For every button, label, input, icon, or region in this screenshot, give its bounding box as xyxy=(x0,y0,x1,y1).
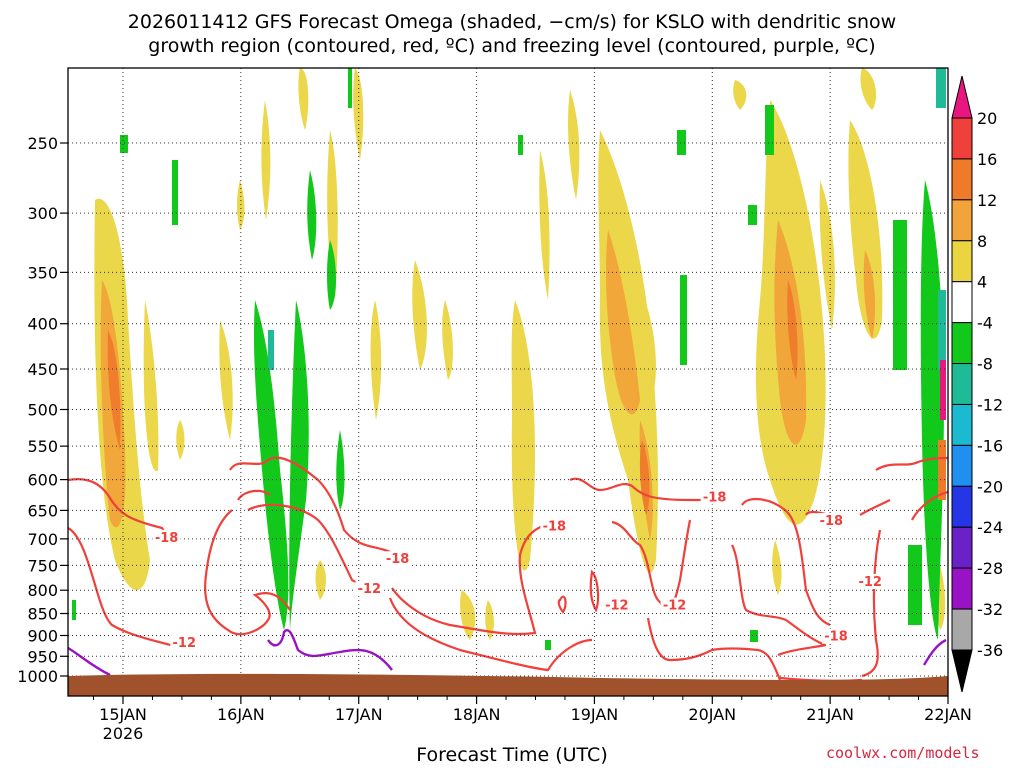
x-axis: 15JAN 16JAN 17JAN 18JAN 19JAN 20JAN 21JAN 22JAN… xyxy=(93,696,972,743)
colorbar-bottom-arrow xyxy=(951,649,973,693)
contour-label: -12 xyxy=(663,599,687,614)
colorbar-tick-label: -36 xyxy=(977,641,1003,660)
contour-label-bg xyxy=(822,628,851,644)
grid-lines xyxy=(68,68,948,696)
y-tick-label: 900 xyxy=(27,626,58,645)
contour-label: -18 xyxy=(386,552,410,567)
x-tick-label: 15JAN xyxy=(99,705,147,724)
x-tick-label: 19JAN xyxy=(571,705,619,724)
contour-label: -18 xyxy=(543,520,567,535)
y-tick-label: 300 xyxy=(27,204,58,223)
colorbar-swatch xyxy=(951,363,973,405)
contour-label-bg xyxy=(540,518,569,534)
colorbar-tick-label: -32 xyxy=(977,600,1003,619)
omega-shading xyxy=(68,68,948,682)
contour-label-bg xyxy=(817,513,846,529)
colorbar-tick-label: -4 xyxy=(977,314,993,333)
x-axis-title: Forecast Time (UTC) xyxy=(416,744,608,766)
contour-label-bg xyxy=(700,489,729,505)
colorbar-top-arrow xyxy=(951,75,973,119)
x-year-label: 2026 xyxy=(103,724,144,743)
x-tick-label: 16JAN xyxy=(217,705,265,724)
colorbar-tick-label: 20 xyxy=(977,109,997,128)
colorbar-tick-label: 16 xyxy=(977,150,997,169)
x-tick-label: 17JAN xyxy=(335,705,383,724)
colorbar-swatch xyxy=(951,117,973,160)
contour-label-bg xyxy=(383,551,412,567)
y-tick-label: 400 xyxy=(27,315,58,334)
colorbar-swatch xyxy=(951,444,973,487)
plot-frame xyxy=(67,67,949,697)
y-tick-label: 700 xyxy=(27,530,58,549)
contour-labels: -18 -12 -12 -18 -18 -12 -12 -18 -18 -12 -18 xyxy=(152,489,885,651)
chart-title-line-1: 2026011412 GFS Forecast Omega (shaded, −… xyxy=(127,11,897,33)
colorbar-tick-label: 12 xyxy=(977,191,997,210)
y-tick-label: 250 xyxy=(27,134,58,153)
contour-label: -12 xyxy=(605,599,629,614)
colorbar-tick-label: -20 xyxy=(977,477,1003,496)
contour-label: -18 xyxy=(703,490,727,505)
x-tick-label: 22JAN xyxy=(924,705,972,724)
contour-label: -18 xyxy=(824,630,848,645)
ground-fill xyxy=(68,673,948,696)
colorbar-swatch xyxy=(951,567,973,610)
colorbar-tick-label: -24 xyxy=(977,518,1003,537)
colorbar-swatch xyxy=(951,485,973,528)
y-tick-label: 500 xyxy=(27,401,58,420)
contour-label: -18 xyxy=(155,531,179,546)
colorbar-tick-label: 8 xyxy=(977,232,987,251)
colorbar-swatch xyxy=(951,526,973,569)
contour-label-bg xyxy=(660,597,689,613)
colorbar-swatch xyxy=(951,240,973,283)
colorbar-swatch xyxy=(951,281,973,324)
colorbar-swatch xyxy=(951,322,973,365)
y-tick-label: 950 xyxy=(27,647,58,666)
credit-text: coolwx.com/models xyxy=(826,744,980,762)
x-tick-label: 21JAN xyxy=(806,705,854,724)
x-tick-label: 18JAN xyxy=(453,705,501,724)
colorbar-swatch xyxy=(951,608,973,651)
x-tick-label: 20JAN xyxy=(688,705,736,724)
y-tick-label: 1000 xyxy=(17,667,58,686)
y-tick-label: 750 xyxy=(27,556,58,575)
contour-label-bg xyxy=(355,581,384,597)
y-tick-label: 600 xyxy=(27,471,58,490)
y-tick-label: 350 xyxy=(27,263,58,282)
contour-label: -12 xyxy=(173,636,197,651)
contour-label: -18 xyxy=(820,514,844,529)
y-tick-label: 650 xyxy=(27,501,58,520)
contour-label-bg xyxy=(856,573,885,589)
colorbar-tick-label: 4 xyxy=(977,273,987,292)
y-tick-label: 850 xyxy=(27,605,58,624)
colorbar-tick-label: -12 xyxy=(977,395,1003,414)
contour-label-bg xyxy=(152,529,181,545)
colorbar-tick-label: -16 xyxy=(977,436,1003,455)
contour-label: -12 xyxy=(858,575,882,590)
contour-label-bg xyxy=(602,597,631,613)
colorbar-swatch xyxy=(951,403,973,446)
colorbar-swatch xyxy=(951,199,973,242)
y-tick-label: 550 xyxy=(27,437,58,456)
y-tick-label: 450 xyxy=(27,360,58,379)
y-tick-label: 800 xyxy=(27,581,58,600)
y-axis: 250 300 350 400 450 500 550 600 650 700 750 800 850 9… xyxy=(17,134,68,686)
chart-title-line-2: growth region (contoured, red, ºC) and f… xyxy=(148,35,876,57)
colorbar-tick-label: -28 xyxy=(977,559,1003,578)
colorbar-swatch xyxy=(951,158,973,201)
contour-label: -12 xyxy=(358,582,382,597)
colorbar: 20 16 12 8 4 -4 -8 -12 -16 -20 -24 -28 -32 -36 xyxy=(951,75,1003,693)
contour-label-bg xyxy=(170,634,199,650)
colorbar-tick-label: -8 xyxy=(977,355,993,374)
